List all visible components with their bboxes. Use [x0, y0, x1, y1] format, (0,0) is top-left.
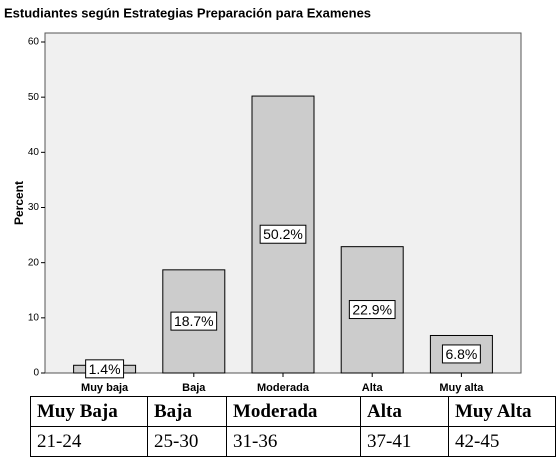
value-label-box [441, 344, 481, 364]
x-tick-label: Alta [362, 382, 384, 394]
x-tick-label: Moderada [257, 382, 310, 394]
y-tick-label: 20 [28, 257, 40, 268]
value-label: 22.9% [352, 302, 392, 318]
y-tick-label: 50 [28, 92, 40, 103]
y-tick-label: 0 [33, 368, 39, 379]
table-cell: 31-36 [226, 426, 361, 457]
value-label: 1.4% [89, 361, 121, 377]
value-label-box [259, 224, 307, 244]
x-tick-label: Muy alta [439, 382, 484, 394]
header-cell: Moderada [226, 396, 361, 427]
header-cell: Muy Baja [30, 396, 148, 427]
y-tick-label: 30 [28, 202, 40, 213]
table-cell: 21-24 [30, 426, 148, 457]
value-label: 18.7% [174, 313, 214, 329]
value-label-box [348, 300, 396, 320]
value-label: 6.8% [445, 346, 477, 362]
y-tick-label: 10 [28, 312, 40, 323]
header-cell: Baja [147, 396, 227, 427]
table-cell: 42-45 [448, 426, 556, 457]
y-tick-label: 40 [28, 147, 40, 158]
y-tick-label: 60 [28, 37, 40, 48]
header-cell: Muy Alta [448, 396, 556, 427]
table-cell: 25-30 [147, 426, 227, 457]
table-header: Muy Baja Baja Moderada Alta Muy Alta [30, 396, 556, 427]
header-cell: Alta [360, 396, 449, 427]
value-label-box [85, 359, 125, 379]
y-axis-label: Percent [12, 181, 26, 225]
table-row: 21-24 25-30 31-36 37-41 42-45 [30, 426, 556, 457]
value-label: 50.2% [263, 226, 303, 242]
table-cell: 37-41 [360, 426, 449, 457]
chart: Estudiantes según Estrategias Preparació… [4, 5, 522, 394]
x-tick-label: Muy baja [81, 382, 129, 394]
chart-title: Estudiantes según Estrategias Preparació… [4, 5, 371, 20]
value-label-box [170, 311, 218, 331]
range-table: Muy Baja Baja Moderada Alta Muy Alta 21-24 25… [30, 396, 556, 457]
x-tick-label: Baja [182, 382, 206, 394]
